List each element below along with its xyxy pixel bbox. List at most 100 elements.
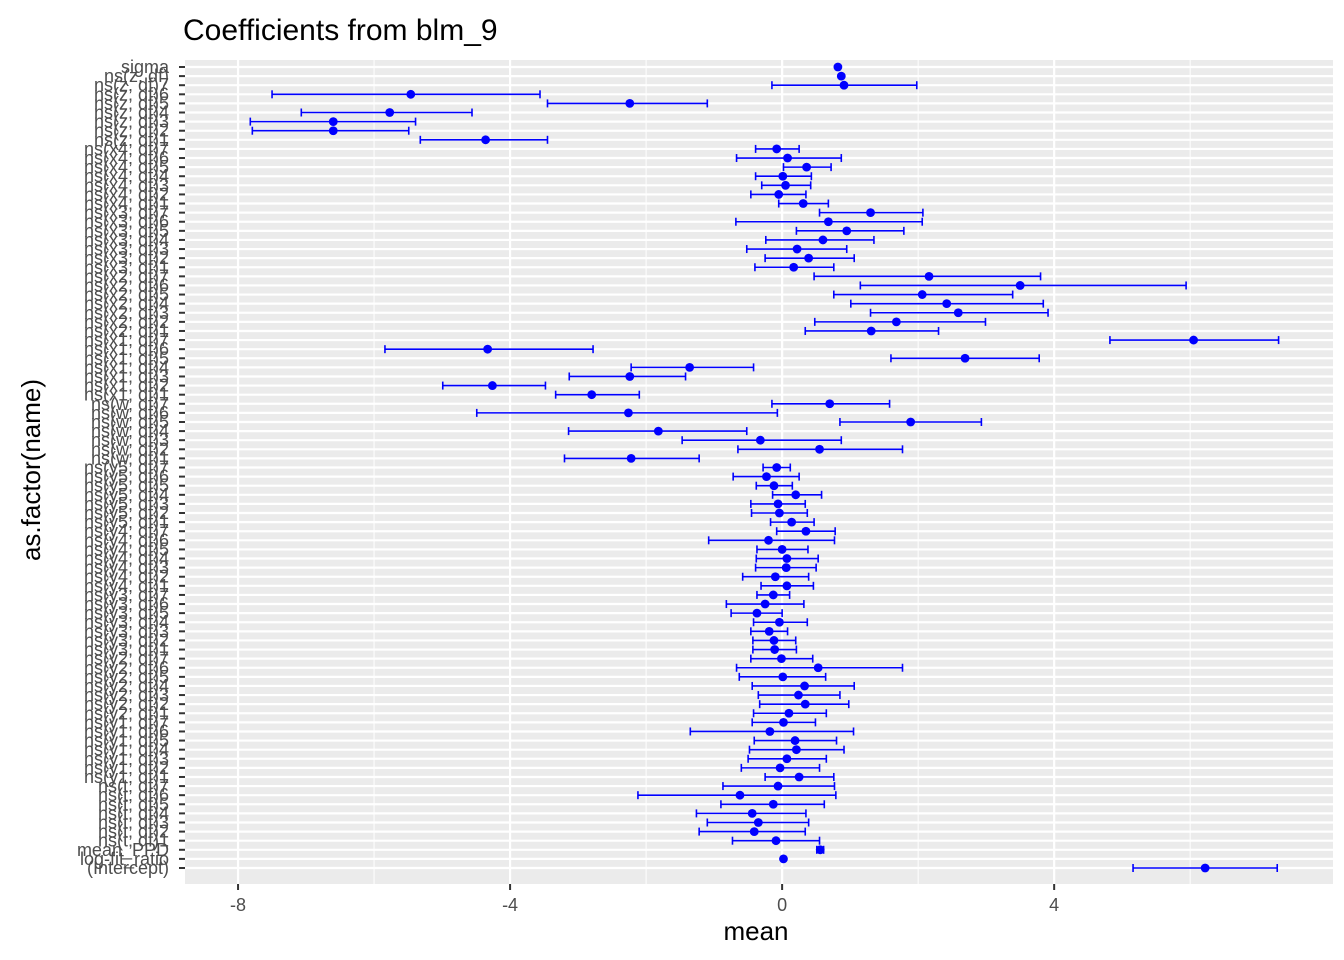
y-tick-label: ns(w, df)6: [91, 403, 169, 423]
mean-point: [790, 736, 800, 745]
mean-point: [385, 108, 395, 117]
y-tick-label: log-fit_ratio: [80, 849, 169, 870]
y-tick-label: ns(y2, df)3: [84, 685, 169, 705]
mean-point: [833, 62, 843, 72]
y-tick-label: ns(y2, df)4: [84, 676, 169, 696]
y-tick-label: ns(y2, df)7: [84, 649, 169, 669]
mean-point: [866, 326, 876, 336]
y-tick-label: ns(y3, df)7: [84, 585, 169, 605]
mean-point: [769, 636, 779, 645]
mean-point: [775, 763, 785, 773]
y-tick-label: ns(x4, df)3: [84, 175, 169, 195]
y-tick-label: ns(x4, df)5: [84, 157, 169, 177]
mean-point: [406, 89, 416, 99]
x-axis-title: mean: [723, 916, 788, 946]
y-tick-label: ns(y1, df)2: [84, 758, 169, 778]
mean-point: [818, 235, 828, 245]
y-tick-label: ns(x4, df)6: [84, 148, 169, 168]
mean-point: [924, 271, 934, 281]
y-tick-label: ns(x2, df)1: [84, 321, 169, 341]
y-tick-label: ns(x1, df)2: [84, 376, 169, 396]
y-tick-label: ns(w, df)2: [91, 439, 169, 459]
y-tick-label: ns(y5, df)4: [84, 485, 169, 505]
mean-point: [778, 171, 788, 181]
y-tick-label: ns(x3, df)6: [84, 212, 169, 232]
y-tick-label: ns(y4, df)1: [84, 576, 169, 596]
chart-title: Coefficients from blm_9: [183, 14, 498, 47]
y-tick-label: ns(y4, df)2: [84, 567, 169, 587]
y-tick-label: ns(z, df)7: [94, 75, 169, 95]
y-tick-label: ns(w, df)4: [91, 421, 169, 441]
mean-point: [783, 153, 792, 163]
y-tick-label: ns(y3, df)1: [84, 640, 169, 660]
mean-point: [800, 699, 810, 709]
mean-point: [773, 499, 783, 509]
mean-point: [779, 717, 788, 727]
mean-point: [801, 526, 811, 536]
y-tick-label: ns(w, df)7: [91, 394, 169, 414]
mean-point: [804, 253, 814, 263]
mean-point: [735, 790, 745, 800]
mean-point: [836, 71, 846, 81]
mean-point: [777, 545, 787, 554]
x-tick-label: -4: [502, 895, 518, 915]
y-tick-label: ns(x3, df)2: [84, 248, 169, 268]
mean-point: [488, 381, 497, 390]
mean-point: [960, 353, 970, 363]
mean-point: [626, 453, 636, 463]
y-tick-label: ns(x4, df)7: [84, 139, 169, 159]
mean-point: [328, 117, 338, 127]
y-tick-label: ns(y2, df)6: [84, 658, 169, 678]
y-tick-label: ns(z, df)2: [94, 121, 169, 141]
y-tick-label: ns(x4, df)1: [84, 194, 169, 214]
mean-point: [782, 754, 792, 764]
mean-point: [772, 144, 782, 154]
y-tick-label: ns(x1, df)6: [84, 339, 169, 359]
y-tick-label: ns(x3, df)3: [84, 239, 169, 259]
mean-point: [1200, 863, 1210, 873]
y-tick-label: ns(y1, df)4: [84, 740, 169, 760]
mean-point: [768, 799, 778, 809]
y-tick-label: ns(x4, df)4: [84, 166, 169, 186]
y-tick-label: ns(y5, df)6: [84, 467, 169, 487]
mean-point: [823, 217, 833, 227]
mean-point: [749, 827, 759, 836]
y-axis-title: as.factor(name): [16, 379, 46, 561]
y-tick-label: ns(y1, df)6: [84, 721, 169, 741]
mean-point: [777, 654, 786, 664]
y-tick-label: ns(x1, df)7: [84, 330, 169, 350]
y-tick-label: ns(x4, df)2: [84, 184, 169, 204]
y-tick-label: ns(z, df)1: [94, 130, 169, 150]
y-tick-label: ns(y5, df)5: [84, 476, 169, 496]
mean-point: [825, 399, 835, 409]
mean-point: [481, 135, 491, 145]
y-tick-label: ns(x3, df)4: [84, 230, 169, 250]
mean-point: [1015, 281, 1025, 290]
mean-point: [772, 463, 782, 472]
mean-point: [765, 727, 775, 736]
y-tick-label: ns(y3, df)4: [84, 612, 169, 632]
mean-point: [770, 572, 780, 582]
x-tick-label: -8: [230, 895, 246, 915]
y-tick-label: ns(y3, df)2: [84, 630, 169, 650]
y-tick-label: ns(w, df)3: [91, 430, 169, 450]
y-tick-label: ns(t, df)2: [98, 822, 169, 842]
mean-point: [1189, 335, 1198, 345]
y-tick-label: sigma: [121, 57, 170, 77]
y-tick-label: ns(x1, df)5: [84, 348, 169, 368]
y-tick-label: ns(t, df)3: [98, 812, 169, 832]
mean-point: [753, 818, 763, 827]
mean-point: [917, 290, 927, 299]
y-tick-label: ns(y1, df)7: [84, 712, 169, 732]
plot-panel: [185, 60, 1333, 884]
y-tick-label: ns(x2, df)2: [84, 312, 169, 332]
mean-point: [798, 199, 808, 208]
y-tick-label: ns(y1, df)1: [84, 767, 169, 787]
y-tick-label: ns(y4, df)5: [84, 539, 169, 559]
mean-point: [779, 854, 788, 864]
y-tick-label: (Intercept): [87, 858, 169, 878]
y-tick-label: ns(y5, df)2: [84, 503, 169, 523]
mean-point: [792, 745, 801, 755]
